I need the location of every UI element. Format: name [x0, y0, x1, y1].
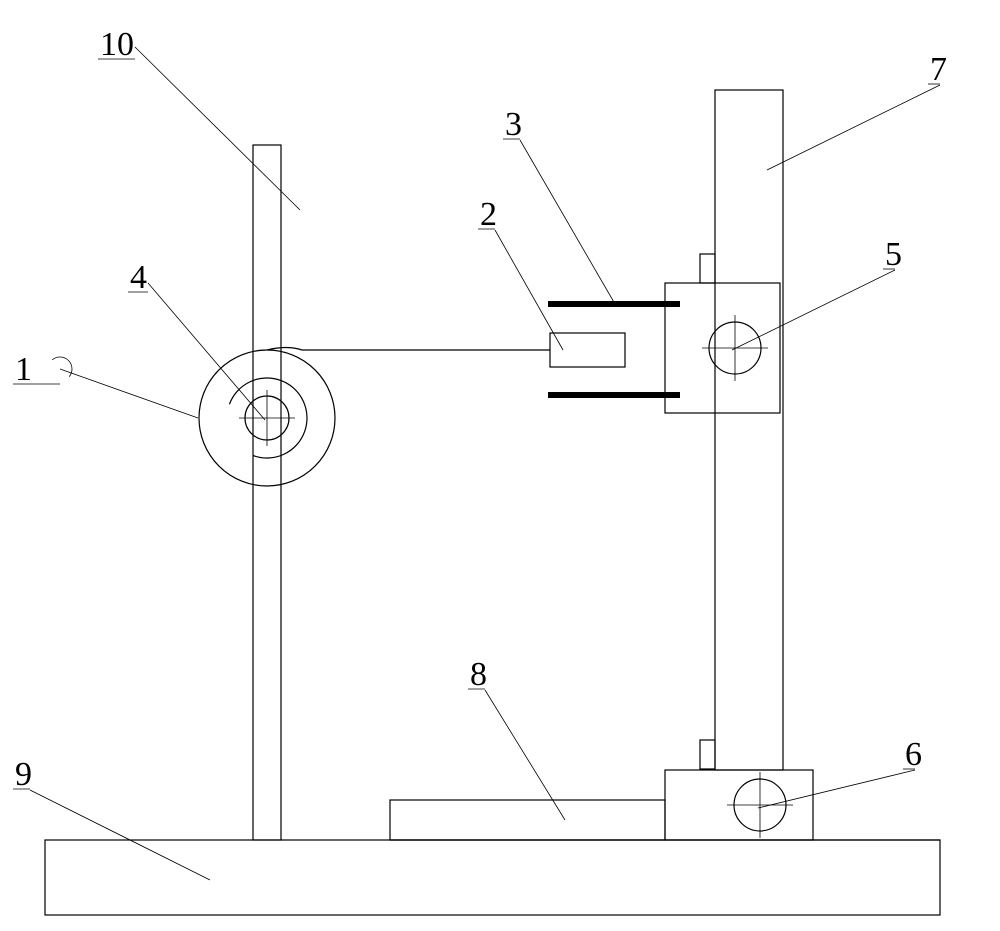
label-2: 2: [480, 196, 497, 233]
label-4: 4: [130, 259, 147, 296]
label-10-leader: [135, 47, 300, 210]
label-9-leader: [30, 790, 210, 880]
label-3-leader: [520, 140, 615, 304]
label-9: 9: [15, 756, 32, 793]
slide-plate-nub-bottom: [700, 740, 715, 769]
label-7: 7: [930, 51, 947, 88]
label-8: 8: [470, 656, 487, 693]
plug: [550, 333, 625, 367]
label-5-leader: [732, 270, 895, 350]
track: [390, 800, 665, 840]
label-3: 3: [505, 106, 522, 143]
slide-plate: [715, 90, 783, 770]
slide-plate-nub-top: [700, 254, 715, 283]
label-7-leader: [767, 85, 940, 170]
label-1-leader: [60, 369, 198, 418]
label-1-hook: [52, 357, 72, 377]
label-1: 1: [15, 351, 32, 388]
label-10: 10: [100, 26, 134, 63]
label-2-leader: [495, 230, 563, 350]
left-post: [253, 145, 281, 840]
label-5: 5: [885, 236, 902, 273]
base-plate: [45, 840, 940, 915]
label-6-leader: [758, 770, 915, 808]
label-6: 6: [905, 736, 922, 773]
label-4-leader: [148, 283, 265, 420]
